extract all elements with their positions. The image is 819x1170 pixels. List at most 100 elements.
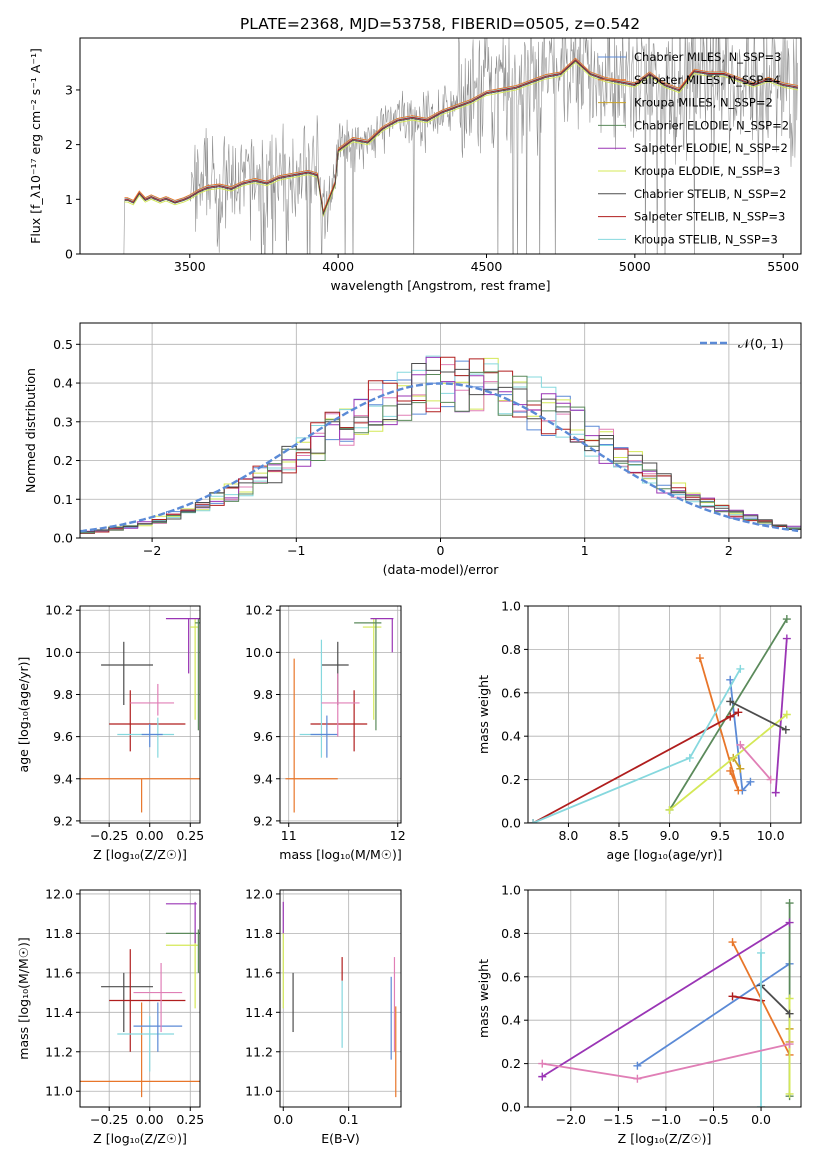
mass_vs_ebv-panel: 0.0 0.1 11.0 11.2 11.4 11.6 11.8 12.0 E(B-V): [245, 886, 402, 1146]
y-tick-label: 11.0: [245, 1084, 273, 1099]
x-tick-label: 5000: [619, 259, 651, 274]
weight_vs_Z-panel: −2.0 −1.5 −1.0 −0.5 0.0 0.0 0.2 0.4 0.6 0.8 1.0 Z […: [476, 883, 802, 1146]
mass-weight-line: [774, 638, 788, 793]
mass-weight-line: [760, 984, 791, 1015]
x-tick-label: −1.5: [603, 1112, 633, 1127]
model-spectrum-line: [124, 61, 799, 218]
y-tick-label: 11.2: [245, 1044, 273, 1059]
age_vs_Z-panel: −0.25 0.00 0.25 9.2 9.4 9.6 9.8 10.0 10.2 Z [log₁…: [16, 603, 204, 862]
x-axis-label: mass [log₁₀(M/M☉)]: [279, 847, 401, 862]
axes-frame: [527, 605, 802, 824]
y-tick-label: 10.2: [45, 603, 73, 618]
x-tick-label: 10.0: [757, 828, 785, 843]
model-spectrum-line: [124, 57, 799, 214]
y-tick-label: 1.0: [501, 883, 521, 898]
mass-weight-marker: [538, 1059, 547, 1068]
y-tick-label: 9.4: [53, 771, 73, 786]
mass-weight-marker: [695, 654, 704, 663]
x-tick-label: 12: [390, 828, 406, 843]
mass-weight-line: [668, 618, 788, 811]
mass-weight-marker: [734, 786, 743, 795]
x-tick-label: 4000: [322, 259, 354, 274]
mass-weight-line: [732, 995, 762, 1002]
age_vs_Z-plot-area: [80, 618, 200, 813]
mass-weight-marker: [785, 994, 794, 1003]
y-tick-label: 3: [65, 82, 73, 97]
x-tick-label: 0.1: [339, 1112, 359, 1127]
y-tick-label: 0.4: [501, 1013, 521, 1028]
y-tick-label: 0.3: [53, 414, 73, 429]
mass-weight-marker: [726, 712, 735, 721]
x-tick-label: −0.25: [90, 828, 128, 843]
x-axis-label: E(B-V): [321, 1131, 360, 1146]
mass-weight-marker: [633, 1061, 642, 1070]
age_vs_mass-panel: 11 12 9.2 9.4 9.6 9.8 10.0 10.2 mass [log₁₀(M/M☉…: [245, 603, 406, 862]
y-tick-label: 11.8: [45, 926, 73, 941]
x-axis-label: Z [log₁₀(Z/Z☉)]: [93, 847, 187, 862]
model-spectrum-line: [124, 59, 799, 215]
y-tick-label: 0.8: [501, 642, 521, 657]
y-tick-label: 0.6: [501, 685, 521, 700]
y-tick-label: 0.6: [501, 969, 521, 984]
mass-weight-line: [739, 744, 772, 781]
mass-weight-marker: [734, 708, 743, 717]
x-tick-label: 5500: [767, 259, 799, 274]
mass-weight-line: [636, 963, 791, 1067]
mass-weight-marker: [736, 664, 745, 673]
x-tick-label: 11: [281, 828, 297, 843]
legend-entry: Kroupa MILES, N_SSP=2: [634, 96, 773, 110]
mass-weight-marker: [736, 740, 745, 749]
x-tick-label: 9.0: [660, 828, 680, 843]
x-axis-label: Z [log₁₀(Z/Z☉)]: [93, 1131, 187, 1146]
x-tick-label: 0.0: [273, 1112, 293, 1127]
y-tick-label: 0.2: [501, 772, 521, 787]
residual-histogram-step: [80, 371, 801, 534]
legend-entry: Kroupa ELODIE, N_SSP=3: [634, 164, 780, 178]
legend-entry: Chabrier ELODIE, N_SSP=2: [634, 118, 789, 132]
y-tick-label: 0.8: [501, 926, 521, 941]
mass-weight-marker: [726, 766, 735, 775]
y-tick-label: 11.6: [45, 965, 73, 980]
mass-weight-marker: [766, 775, 775, 784]
y-axis-label: age [log₁₀(age/yr)]: [16, 657, 31, 773]
mass-weight-marker: [785, 1009, 794, 1018]
y-tick-label: 0.0: [501, 1100, 521, 1115]
mass-weight-marker: [785, 1089, 794, 1098]
axes-frame: [279, 889, 402, 1108]
mass-weight-marker: [633, 1074, 642, 1083]
x-tick-label: −1.0: [651, 1112, 681, 1127]
mass-weight-marker: [782, 615, 791, 624]
x-tick-label: −0.25: [90, 1112, 128, 1127]
y-tick-label: 0.1: [53, 492, 73, 507]
mass_vs_ebv-plot-area: [282, 901, 397, 1098]
x-tick-label: −1: [287, 543, 305, 558]
mass-weight-marker: [785, 1040, 794, 1049]
spectrum-panel: Chabrier MILES, N_SSP=3 Salpeter MILES, N…: [28, 37, 802, 293]
y-axis-label: mass [log₁₀(M/M☉)]: [16, 937, 31, 1059]
y-tick-label: 9.2: [253, 813, 273, 828]
x-tick-label: −2: [143, 543, 161, 558]
mass-weight-marker: [782, 710, 791, 719]
spectrum-title: PLATE=2368, MJD=53758, FIBERID=0505, z=0…: [240, 15, 640, 33]
y-tick-label: 1.0: [501, 599, 521, 614]
age_vs_mass-plot-area: [285, 618, 394, 813]
mass-weight-line: [669, 713, 788, 811]
residuals-panel: 𝒩(0, 1) −2 −1 0 1 2 0.0 0.1 0.2 0.3 0.4 0.5 (data-mo…: [23, 322, 802, 577]
x-axis-label: Z [log₁₀(Z/Z☉)]: [618, 1131, 712, 1146]
mass-weight-marker: [529, 819, 538, 823]
observed-spectrum-line: [97, 38, 798, 254]
mass-weight-line: [729, 700, 787, 731]
axes-frame: [79, 605, 201, 824]
y-axis-label: Normed distribution: [23, 368, 38, 493]
y-tick-label: 11.2: [45, 1044, 73, 1059]
y-tick-label: 11.4: [245, 1005, 273, 1020]
mass-weight-marker: [757, 1103, 766, 1107]
y-tick-label: 9.2: [53, 813, 73, 828]
legend-entry: Chabrier STELIB, N_SSP=2: [634, 187, 786, 201]
y-tick-label: 11.6: [245, 965, 273, 980]
legend-entry: Chabrier MILES, N_SSP=3: [634, 50, 781, 64]
x-tick-label: 0.25: [176, 828, 204, 843]
mass-weight-marker: [685, 753, 694, 762]
x-axis-label: wavelength [Angstrom, rest frame]: [330, 278, 550, 293]
y-tick-label: 1: [65, 192, 73, 207]
